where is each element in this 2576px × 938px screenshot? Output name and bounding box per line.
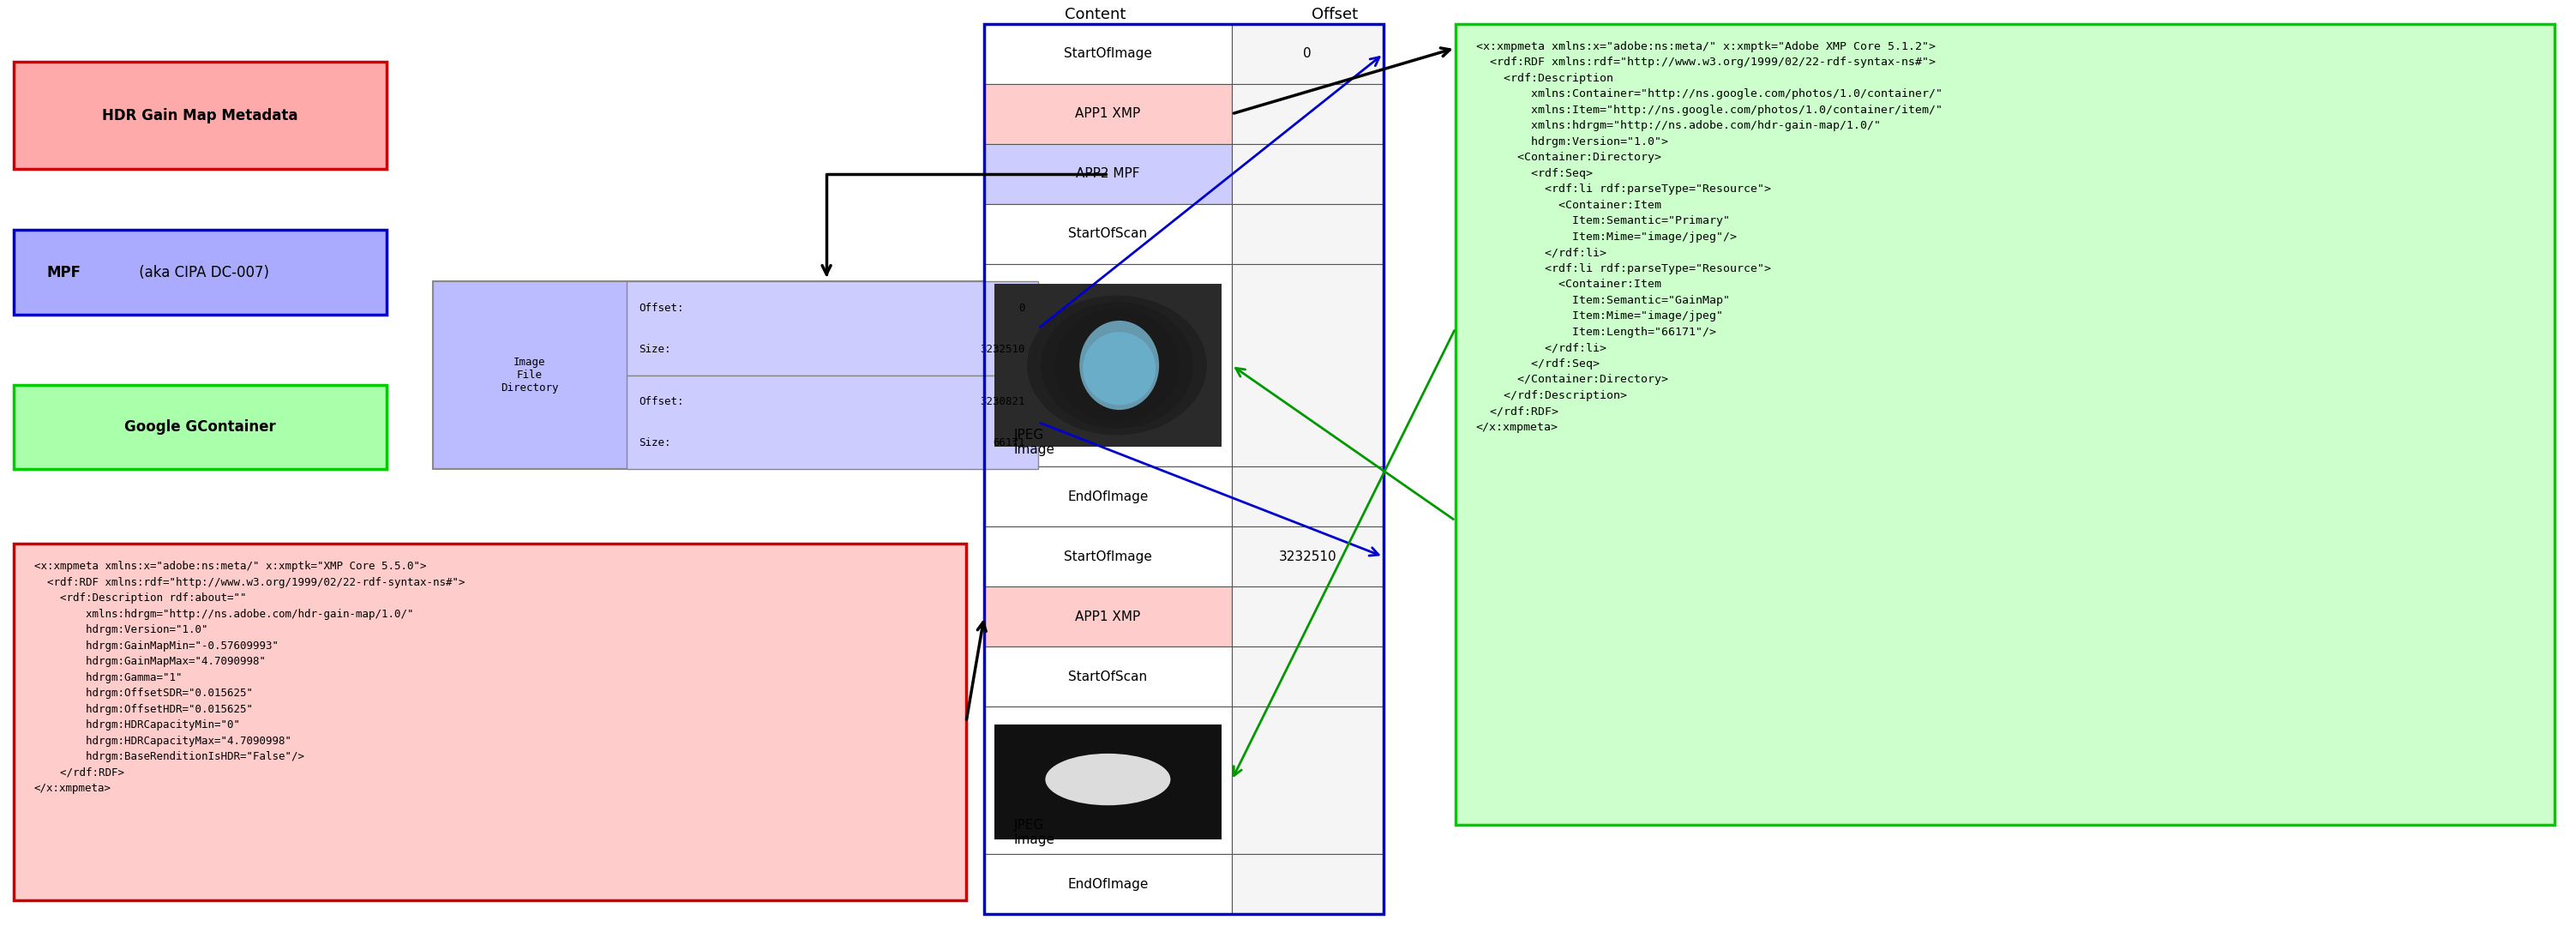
Ellipse shape bbox=[1028, 295, 1208, 435]
FancyBboxPatch shape bbox=[626, 375, 1038, 469]
Text: StartOfImage: StartOfImage bbox=[1064, 48, 1151, 60]
Text: (aka CIPA DC-007): (aka CIPA DC-007) bbox=[134, 265, 268, 280]
Text: 3232510: 3232510 bbox=[1278, 551, 1337, 563]
Text: 66171: 66171 bbox=[994, 437, 1025, 448]
Text: 0: 0 bbox=[1303, 48, 1311, 60]
FancyBboxPatch shape bbox=[1231, 144, 1383, 204]
FancyBboxPatch shape bbox=[1231, 706, 1383, 854]
Text: Content: Content bbox=[1064, 7, 1126, 23]
FancyBboxPatch shape bbox=[13, 544, 966, 900]
FancyBboxPatch shape bbox=[13, 385, 386, 469]
FancyBboxPatch shape bbox=[984, 467, 1231, 526]
Text: 0: 0 bbox=[1020, 302, 1025, 313]
FancyBboxPatch shape bbox=[1455, 24, 2555, 825]
Ellipse shape bbox=[1082, 332, 1157, 405]
Text: EndOfImage: EndOfImage bbox=[1066, 491, 1149, 503]
Text: Offset: Offset bbox=[1311, 7, 1358, 23]
Text: MPF: MPF bbox=[46, 265, 82, 280]
Text: <x:xmpmeta xmlns:x="adobe:ns:meta/" x:xmptk="XMP Core 5.5.0">
  <rdf:RDF xmlns:r: <x:xmpmeta xmlns:x="adobe:ns:meta/" x:xm… bbox=[33, 561, 464, 794]
FancyBboxPatch shape bbox=[984, 586, 1231, 646]
FancyBboxPatch shape bbox=[984, 646, 1231, 706]
Text: <x:xmpmeta xmlns:x="adobe:ns:meta/" x:xmptk="Adobe XMP Core 5.1.2">
  <rdf:RDF x: <x:xmpmeta xmlns:x="adobe:ns:meta/" x:xm… bbox=[1476, 41, 1942, 432]
Text: StartOfScan: StartOfScan bbox=[1069, 670, 1146, 683]
FancyBboxPatch shape bbox=[1231, 204, 1383, 264]
FancyBboxPatch shape bbox=[994, 284, 1221, 446]
FancyBboxPatch shape bbox=[984, 144, 1231, 204]
FancyBboxPatch shape bbox=[984, 526, 1231, 586]
Text: HDR Gain Map Metadata: HDR Gain Map Metadata bbox=[103, 108, 299, 123]
FancyBboxPatch shape bbox=[1231, 24, 1383, 84]
Ellipse shape bbox=[1041, 302, 1193, 429]
FancyBboxPatch shape bbox=[13, 230, 386, 314]
FancyBboxPatch shape bbox=[1231, 586, 1383, 646]
FancyBboxPatch shape bbox=[1231, 264, 1383, 467]
Ellipse shape bbox=[1054, 309, 1180, 422]
FancyBboxPatch shape bbox=[1231, 84, 1383, 144]
FancyBboxPatch shape bbox=[984, 24, 1231, 84]
FancyBboxPatch shape bbox=[626, 281, 1038, 375]
Ellipse shape bbox=[1079, 321, 1159, 410]
Text: 3230821: 3230821 bbox=[981, 396, 1025, 407]
FancyBboxPatch shape bbox=[1231, 467, 1383, 526]
Text: APP1 XMP: APP1 XMP bbox=[1074, 108, 1141, 120]
Text: APP1 XMP: APP1 XMP bbox=[1074, 610, 1141, 623]
Text: EndOfImage: EndOfImage bbox=[1066, 878, 1149, 890]
FancyBboxPatch shape bbox=[1231, 646, 1383, 706]
Text: JPEG
Image: JPEG Image bbox=[1015, 819, 1056, 847]
Text: Size:: Size: bbox=[639, 343, 672, 355]
Text: Offset:: Offset: bbox=[639, 302, 685, 313]
Text: Size:: Size: bbox=[639, 437, 672, 448]
Text: JPEG
Image: JPEG Image bbox=[1015, 429, 1056, 457]
Text: StartOfImage: StartOfImage bbox=[1064, 551, 1151, 563]
Text: StartOfScan: StartOfScan bbox=[1069, 227, 1146, 240]
Text: APP2 MPF: APP2 MPF bbox=[1077, 168, 1139, 180]
FancyBboxPatch shape bbox=[984, 706, 1231, 854]
Text: Offset:: Offset: bbox=[639, 396, 685, 407]
FancyBboxPatch shape bbox=[984, 84, 1231, 144]
FancyBboxPatch shape bbox=[1231, 854, 1383, 914]
FancyBboxPatch shape bbox=[994, 724, 1221, 840]
Ellipse shape bbox=[1046, 753, 1170, 806]
Text: Google GContainer: Google GContainer bbox=[124, 419, 276, 434]
FancyBboxPatch shape bbox=[433, 281, 1038, 469]
FancyBboxPatch shape bbox=[1231, 526, 1383, 586]
FancyBboxPatch shape bbox=[984, 204, 1231, 264]
FancyBboxPatch shape bbox=[13, 62, 386, 169]
FancyBboxPatch shape bbox=[984, 854, 1231, 914]
Text: Image
File
Directory: Image File Directory bbox=[500, 356, 559, 394]
FancyBboxPatch shape bbox=[984, 264, 1231, 467]
Text: 3232510: 3232510 bbox=[981, 343, 1025, 355]
